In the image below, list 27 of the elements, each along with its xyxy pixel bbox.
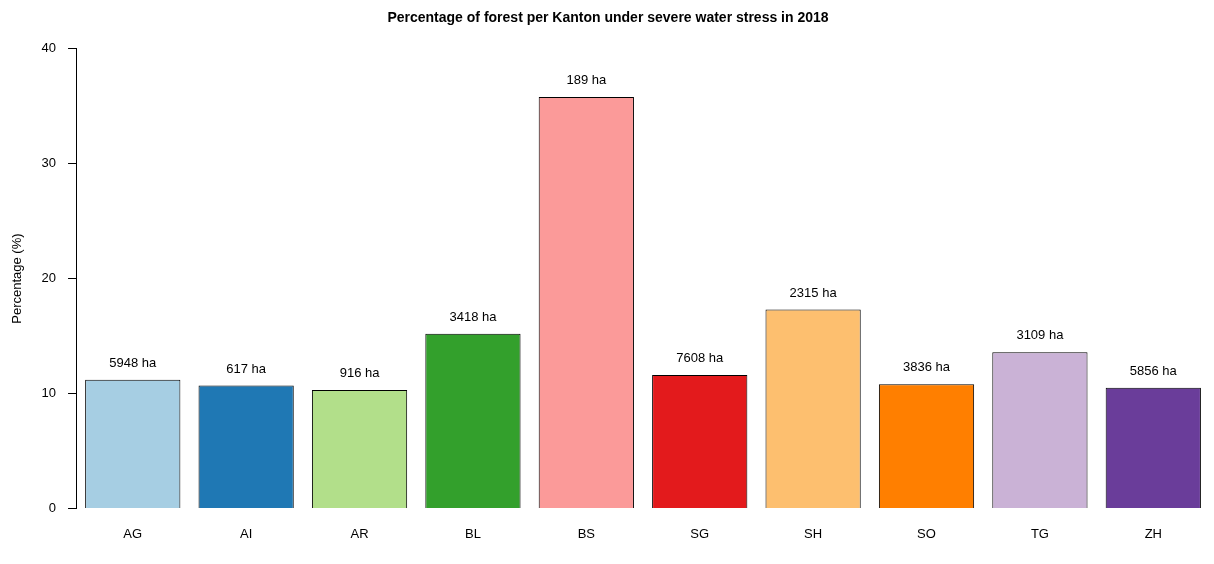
annotation: 3418 ha: [449, 308, 498, 324]
x-tick-label: BL: [464, 525, 481, 541]
x-tick-label: SH: [804, 525, 823, 541]
y-tick-label: 10: [41, 385, 57, 401]
annotation: 5856 ha: [1129, 362, 1178, 378]
annotation: 3109 ha: [1016, 327, 1065, 343]
y-tick-label: 0: [48, 499, 57, 515]
x-tick-label: ZH: [1144, 525, 1162, 541]
annotation: 3836 ha: [903, 359, 951, 375]
chart-title: Percentage of forest per Kanton under severe water stress in 2018: [387, 9, 829, 26]
x-tick-label: TG: [1030, 525, 1049, 541]
y-tick-label: 30: [41, 155, 57, 171]
annotation: 7608 ha: [676, 350, 724, 366]
x-tick-label: AG: [123, 525, 143, 541]
x-tick-label: AR: [350, 525, 369, 541]
y-tick-label: 20: [41, 270, 57, 286]
x-tick-label: SG: [690, 525, 710, 541]
annotation: 2315 ha: [789, 284, 838, 300]
y-tick-label: 40: [41, 40, 57, 56]
x-tick-label: AI: [240, 525, 253, 541]
annotation: 5948 ha: [109, 354, 158, 370]
annotation: 617 ha: [226, 360, 267, 376]
annotation: 916 ha: [339, 365, 381, 381]
y-axis-title: Percentage (%): [9, 233, 25, 324]
annotation: 189 ha: [566, 72, 607, 88]
x-tick-label: BS: [577, 525, 596, 541]
x-tick-label: SO: [917, 525, 936, 541]
